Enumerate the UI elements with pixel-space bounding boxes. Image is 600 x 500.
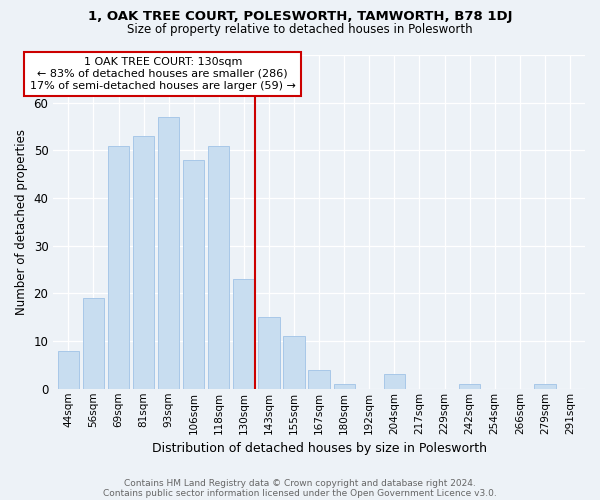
Bar xyxy=(308,370,330,389)
Bar xyxy=(58,350,79,389)
Bar xyxy=(183,160,205,389)
Bar xyxy=(334,384,355,389)
Text: 1, OAK TREE COURT, POLESWORTH, TAMWORTH, B78 1DJ: 1, OAK TREE COURT, POLESWORTH, TAMWORTH,… xyxy=(88,10,512,23)
Y-axis label: Number of detached properties: Number of detached properties xyxy=(15,129,28,315)
Bar xyxy=(259,317,280,389)
Bar xyxy=(158,117,179,389)
Bar xyxy=(459,384,480,389)
Bar xyxy=(133,136,154,389)
Bar xyxy=(208,146,229,389)
Text: Contains HM Land Registry data © Crown copyright and database right 2024.: Contains HM Land Registry data © Crown c… xyxy=(124,478,476,488)
Bar xyxy=(534,384,556,389)
Bar xyxy=(283,336,305,389)
Bar xyxy=(384,374,405,389)
Bar xyxy=(233,279,254,389)
X-axis label: Distribution of detached houses by size in Polesworth: Distribution of detached houses by size … xyxy=(152,442,487,455)
Text: 1 OAK TREE COURT: 130sqm
← 83% of detached houses are smaller (286)
17% of semi-: 1 OAK TREE COURT: 130sqm ← 83% of detach… xyxy=(30,58,296,90)
Text: Contains public sector information licensed under the Open Government Licence v3: Contains public sector information licen… xyxy=(103,488,497,498)
Text: Size of property relative to detached houses in Polesworth: Size of property relative to detached ho… xyxy=(127,22,473,36)
Bar xyxy=(83,298,104,389)
Bar xyxy=(108,146,129,389)
